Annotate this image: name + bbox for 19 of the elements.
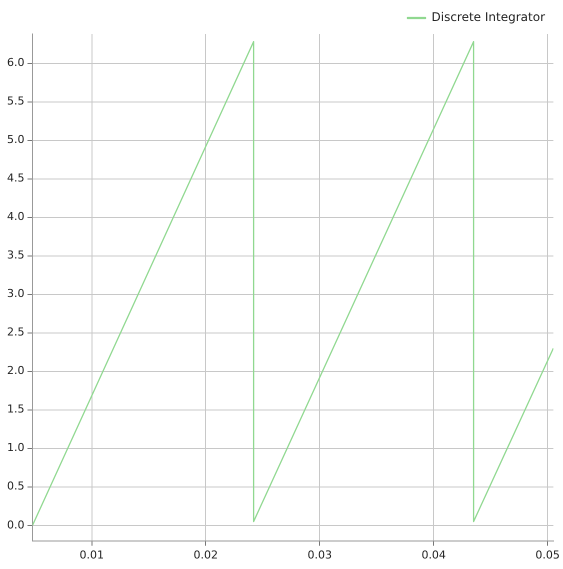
- x-tick-label: 0.05: [535, 548, 560, 562]
- y-tick-label: 1.0: [6, 441, 24, 454]
- y-tick-label: 6.0: [6, 56, 24, 70]
- y-tick-label: 3.5: [6, 248, 24, 262]
- y-tick-label: 2.5: [6, 326, 24, 339]
- y-tick-label: 2.0: [6, 364, 24, 378]
- x-tick-label: 0.01: [80, 548, 104, 562]
- y-tick-label: 5.0: [6, 133, 24, 146]
- y-tick-label: 0.0: [6, 518, 24, 532]
- y-tick-label: 4.5: [6, 172, 24, 185]
- x-tick-label: 0.04: [421, 548, 446, 562]
- x-tick-label: 0.03: [307, 548, 332, 562]
- y-tick-label: 5.5: [6, 94, 24, 108]
- y-tick-label: 3.0: [6, 287, 24, 300]
- y-tick-label: 0.5: [6, 480, 24, 493]
- y-tick-label: 4.0: [6, 210, 24, 224]
- legend-label: Discrete Integrator: [432, 10, 546, 24]
- y-tick-label: 1.5: [6, 402, 24, 416]
- x-tick-label: 0.02: [193, 548, 218, 562]
